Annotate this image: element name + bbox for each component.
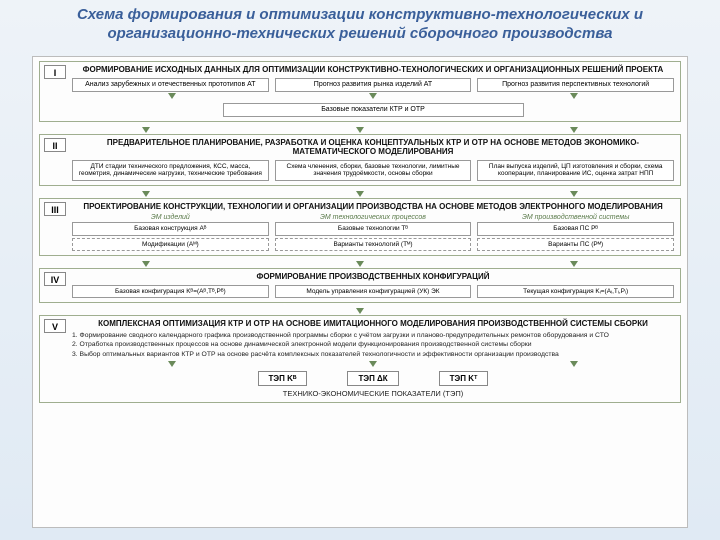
s4-b3: Текущая конфигурация Kᵢ=(Aᵢ,Tᵢ,Pᵢ) [477,285,674,298]
stage-5: V КОМПЛЕКСНАЯ ОПТИМИЗАЦИЯ КТР И ОТР НА О… [39,315,681,403]
page-title: Схема формирования и оптимизации констру… [0,0,720,48]
s3-h1: ЭМ изделий [72,214,269,221]
s2-box-2: Схема членения, сборки, базовые технолог… [275,160,472,181]
s3-b1a: Базовая конструкция Aᴮ [72,222,269,235]
arrow-icon [168,93,176,99]
arrow-icon [356,191,364,197]
stage-1-title: ФОРМИРОВАНИЕ ИСХОДНЫХ ДАННЫХ ДЛЯ ОПТИМИЗ… [72,65,674,75]
arrow-icon [356,308,364,314]
arrow-icon [356,261,364,267]
stage-2-roman: II [44,138,66,152]
s1-box-3: Прогноз развития перспективных технологи… [477,78,674,92]
stage-3: III ПРОЕКТИРОВАНИЕ КОНСТРУКЦИИ, ТЕХНОЛОГ… [39,198,681,257]
arrow-icon [570,127,578,133]
arrow-icon [168,361,176,367]
s3-b1b: Модификации (Aᴹ) [72,238,269,251]
s1-box-1: Анализ зарубежных и отечественных протот… [72,78,269,92]
stage-4-roman: IV [44,272,66,286]
stage-2-title: ПРЕДВАРИТЕЛЬНОЕ ПЛАНИРОВАНИЕ, РАЗРАБОТКА… [72,138,674,157]
arrow-icon [142,261,150,267]
s3-h3: ЭМ производственной системы [477,214,674,221]
s4-b1: Базовая конфигурация Kᴮ=(Aᴮ,Tᴮ,Pᴮ) [72,285,269,298]
flow-diagram: I ФОРМИРОВАНИЕ ИСХОДНЫХ ДАННЫХ ДЛЯ ОПТИМ… [32,56,688,528]
arrow-icon [570,361,578,367]
arrow-icon [142,127,150,133]
s1-box-2: Прогноз развития рынка изделий АТ [275,78,472,92]
stage-1: I ФОРМИРОВАНИЕ ИСХОДНЫХ ДАННЫХ ДЛЯ ОПТИМ… [39,61,681,122]
stage-5-roman: V [44,319,66,333]
stage-2: II ПРЕДВАРИТЕЛЬНОЕ ПЛАНИРОВАНИЕ, РАЗРАБО… [39,134,681,186]
arrow-icon [142,191,150,197]
tep-box-3: ТЭП Kᵀ [439,371,489,386]
s5-item-1: 1. Формирование сводного календарного гр… [72,332,674,340]
arrow-icon [570,93,578,99]
s3-h2: ЭМ технологических процессов [275,214,472,221]
stage-1-roman: I [44,65,66,79]
tep-box-2: ТЭП ΔК [347,371,398,386]
stage-3-title: ПРОЕКТИРОВАНИЕ КОНСТРУКЦИИ, ТЕХНОЛОГИИ И… [72,202,674,212]
s4-b2: Модель управления конфигурацией (УК) ЭК [275,285,472,298]
stage-4-title: ФОРМИРОВАНИЕ ПРОИЗВОДСТВЕННЫХ КОНФИГУРАЦ… [72,272,674,282]
arrow-icon [570,191,578,197]
stage-3-roman: III [44,202,66,216]
s5-item-2: 2. Отработка производственных процессов … [72,341,674,349]
arrow-icon [570,261,578,267]
stage-5-title: КОМПЛЕКСНАЯ ОПТИМИЗАЦИЯ КТР И ОТР НА ОСН… [72,319,674,329]
s2-box-1: ДТИ стадии технического предложения, КСС… [72,160,269,181]
s2-box-3: План выпуска изделий, ЦП изготовления и … [477,160,674,181]
arrow-icon [356,127,364,133]
tep-box-1: ТЭП Kᴮ [258,371,308,386]
s5-item-3: 3. Выбор оптимальных вариантов КТР и ОТР… [72,351,674,359]
s3-b3a: Базовая ПС Pᴮ [477,222,674,235]
s3-b2a: Базовые технологии Tᴮ [275,222,472,235]
tep-footer: ТЕХНИКО-ЭКОНОМИЧЕСКИЕ ПОКАЗАТЕЛИ (ТЭП) [72,389,674,398]
s3-b3b: Варианты ПС (Pᴹ) [477,238,674,251]
s1-box-4: Базовые показатели КТР и ОТР [223,103,524,117]
arrow-icon [369,93,377,99]
stage-4: IV ФОРМИРОВАНИЕ ПРОИЗВОДСТВЕННЫХ КОНФИГУ… [39,268,681,303]
s3-b2b: Варианты технологий (Tᴹ) [275,238,472,251]
arrow-icon [369,361,377,367]
